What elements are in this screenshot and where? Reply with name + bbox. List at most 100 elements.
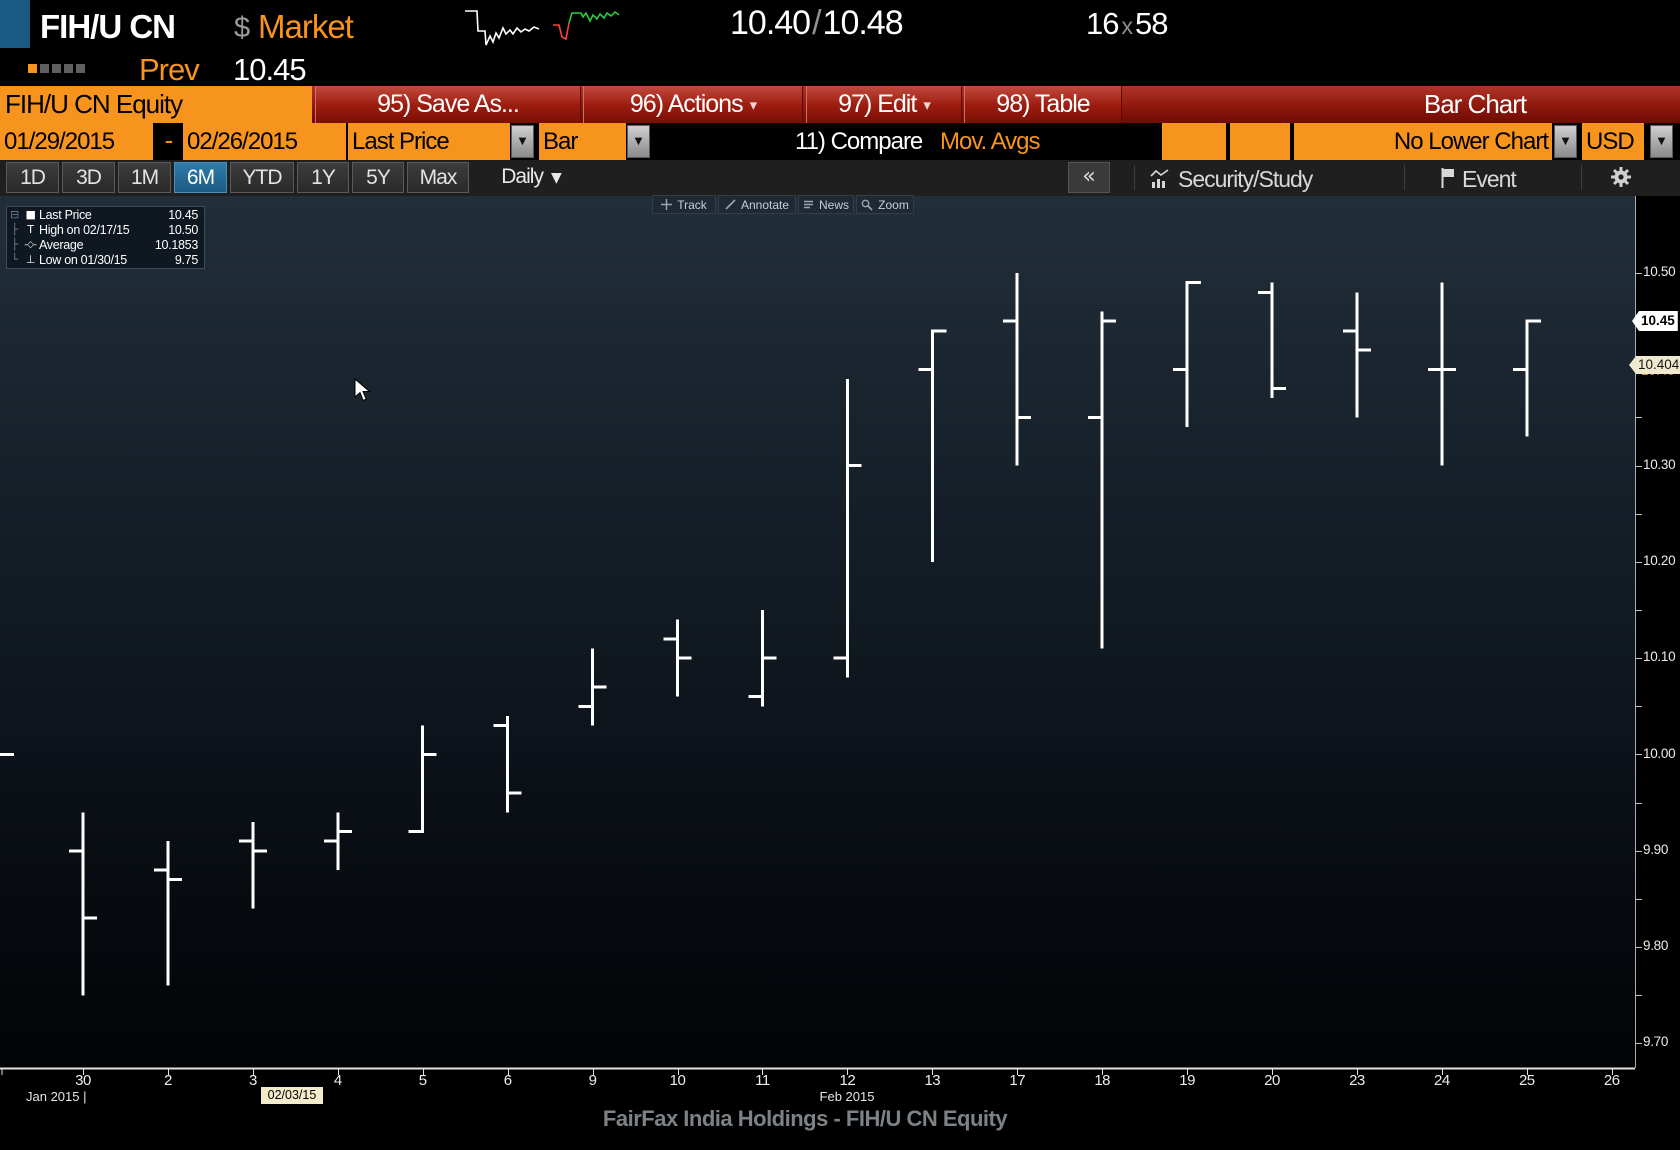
- annotate-pencil-icon: [725, 199, 736, 210]
- period-tab-1y[interactable]: 1Y: [297, 162, 349, 193]
- chart-style-select[interactable]: Bar: [539, 123, 626, 160]
- security-study-button[interactable]: Security/Study: [1178, 166, 1313, 192]
- chart-tool-label: Annotate: [740, 197, 790, 212]
- y-axis-label: 10.10: [1643, 649, 1676, 665]
- size-separator: x: [1121, 13, 1132, 39]
- x-axis-label: 26: [1603, 1072, 1620, 1089]
- y-axis-label: 9.80: [1643, 938, 1669, 954]
- chart-type-label: Bar Chart: [1423, 89, 1527, 119]
- frequency-label: Daily: [501, 165, 544, 188]
- divider: [1581, 165, 1582, 190]
- lower-chart-dropdown-icon[interactable]: ▼: [1554, 125, 1577, 158]
- y-axis-label: 10.50: [1643, 264, 1676, 279]
- x-axis-label: 6: [503, 1072, 512, 1089]
- x-axis-label: 9: [588, 1072, 597, 1089]
- chart-plot-area[interactable]: [0, 196, 1636, 1068]
- chart-tool-annotate[interactable]: Annotate: [718, 195, 796, 214]
- legend-label: Last Price: [39, 207, 92, 222]
- legend-marker-icon: T: [27, 223, 34, 236]
- price-field-select[interactable]: Last Price: [348, 123, 510, 160]
- y-axis-label: 10.00: [1643, 745, 1676, 761]
- x-axis-label: 20: [1264, 1072, 1280, 1089]
- period-tab-max[interactable]: Max: [407, 162, 469, 193]
- x-axis-label: 11: [755, 1072, 770, 1089]
- divider: [1404, 165, 1405, 190]
- bid-size: 16: [1086, 6, 1119, 41]
- period-tab-1d[interactable]: 1D: [6, 162, 59, 193]
- chart-style-dropdown-icon[interactable]: ▼: [627, 125, 650, 158]
- prev-close-label: Prev: [139, 52, 200, 87]
- x-axis-label: 5: [418, 1072, 427, 1089]
- x-axis-label: 30: [75, 1072, 91, 1089]
- event-button[interactable]: Event: [1462, 166, 1517, 192]
- x-axis-label: 18: [1094, 1072, 1110, 1089]
- toolbar-button-97-edit[interactable]: 97) Edit ▾: [806, 86, 962, 123]
- collapse-panel-button[interactable]: «: [1068, 162, 1110, 193]
- toolbar-button-98-table[interactable]: 98) Table: [964, 86, 1122, 123]
- legend-value: 10.45: [168, 207, 198, 222]
- legend-value: 10.1853: [154, 237, 198, 252]
- legend-value: 10.50: [168, 222, 198, 237]
- chart-footer-title: FairFax India Holdings - FIH/U CN Equity: [602, 1106, 1008, 1131]
- legend-row-high-on-02-17-15: ├ T High on 02/17/15 10.50: [7, 222, 204, 237]
- legend-row-average: ├ -◇- Average 10.1853: [7, 237, 204, 252]
- indicator-dot: [76, 64, 85, 73]
- frequency-dropdown-icon: ▼: [550, 170, 562, 186]
- date-range-separator: -: [164, 125, 174, 155]
- last-price-axis-tag: 10.45: [1632, 311, 1678, 331]
- caret-down-icon: ▾: [749, 96, 757, 114]
- compare-button[interactable]: 11) Compare: [795, 128, 923, 155]
- legend-row-low-on-01-30-15: └ ⊥ Low on 01/30/15 9.75: [7, 252, 204, 267]
- legend-label: Average: [39, 237, 84, 252]
- option-cell-empty[interactable]: [1162, 123, 1226, 160]
- bid-price: 10.40: [730, 4, 811, 42]
- period-tab-6m[interactable]: 6M: [174, 162, 227, 193]
- toolbar-button-label: 98) Table: [996, 90, 1090, 118]
- chart-tool-zoom[interactable]: Zoom: [856, 195, 914, 214]
- x-axis-label: 23: [1349, 1072, 1365, 1089]
- trend-sparkline: [553, 10, 620, 41]
- x-axis-label: 4: [333, 1072, 342, 1089]
- x-axis-label: 13: [924, 1072, 941, 1089]
- option-cell-empty[interactable]: [1230, 123, 1290, 160]
- period-tab-ytd[interactable]: YTD: [230, 162, 294, 193]
- price-sparkline: [465, 10, 540, 46]
- mouse-cursor: [354, 378, 371, 402]
- indicator-dot-active: [28, 64, 37, 73]
- currency-select[interactable]: USD: [1582, 123, 1644, 160]
- period-tab-5y[interactable]: 5Y: [352, 162, 404, 193]
- chart-tool-label: Zoom: [878, 197, 909, 212]
- toolbar-button-95-save-as[interactable]: 95) Save As...: [315, 86, 581, 123]
- currency-symbol: $: [234, 12, 251, 44]
- toolbar-button-96-actions[interactable]: 96) Actions ▾: [583, 86, 803, 123]
- market-label: Market: [258, 8, 354, 45]
- period-tab-3d[interactable]: 3D: [62, 162, 115, 193]
- bid-ask-size: 16 x58: [1086, 6, 1168, 42]
- legend-marker-icon: -◇-: [24, 239, 37, 250]
- period-tab-1m[interactable]: 1M: [118, 162, 171, 193]
- y-axis-label: 9.90: [1643, 841, 1669, 857]
- x-axis-label: 2: [164, 1072, 172, 1089]
- chart-tool-label: News: [818, 197, 849, 212]
- x-axis-label: 19: [1179, 1072, 1195, 1089]
- security-title[interactable]: FIH/U CN Equity: [0, 86, 312, 123]
- highlighted-date-label: 02/03/15: [261, 1087, 323, 1104]
- lower-chart-select[interactable]: No Lower Chart: [1294, 123, 1552, 160]
- legend-marker-icon: ⊥: [25, 253, 36, 266]
- frequency-dropdown[interactable]: Daily ▼: [472, 162, 590, 193]
- settings-gear-icon[interactable]: [1608, 164, 1634, 190]
- ask-price: 10.48: [822, 4, 904, 42]
- indicator-dot: [64, 64, 73, 73]
- date-from-field[interactable]: 01/29/2015: [0, 123, 153, 160]
- chart-tool-track[interactable]: Track: [652, 195, 716, 214]
- security-study-icon: [1150, 169, 1169, 188]
- legend-expand-icon[interactable]: ⊟: [10, 208, 19, 221]
- ticker-symbol: FIH/U CN: [40, 8, 176, 45]
- chart-tool-news[interactable]: News: [798, 195, 854, 214]
- mov-avgs-button[interactable]: Mov. Avgs: [940, 128, 1040, 155]
- date-to-field[interactable]: 02/26/2015: [183, 123, 346, 160]
- month-label-feb: Feb 2015: [819, 1089, 875, 1104]
- price-field-dropdown-icon[interactable]: ▼: [511, 125, 534, 158]
- currency-dropdown-icon[interactable]: ▼: [1650, 125, 1673, 158]
